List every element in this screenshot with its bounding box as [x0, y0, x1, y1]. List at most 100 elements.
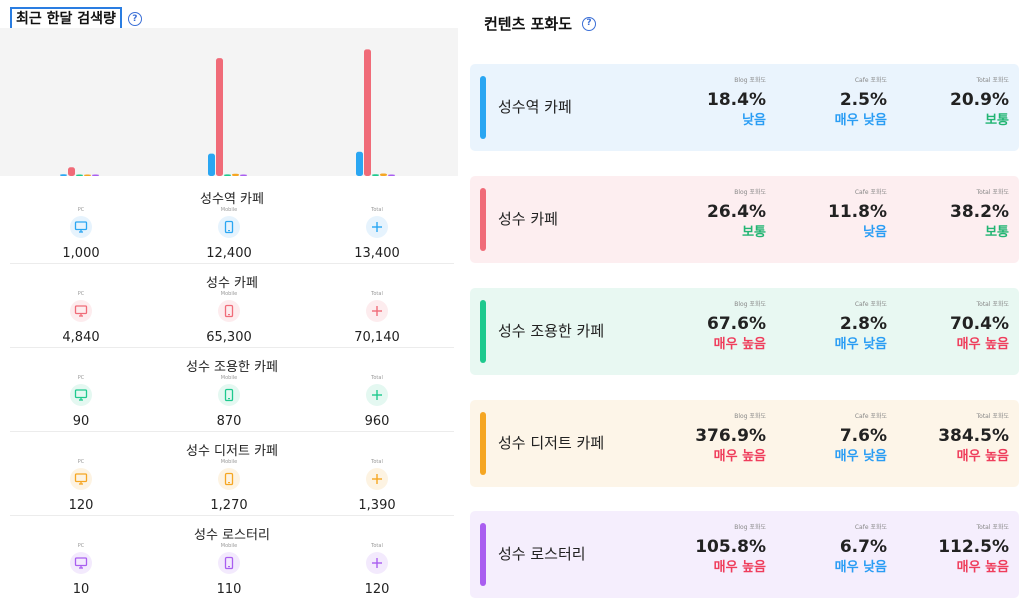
saturation-level: 매우 높음 — [956, 560, 1009, 575]
metric-label: Mobile — [220, 375, 238, 381]
keyword-name: 성수 로스터리 — [498, 545, 586, 563]
saturation-percent: 112.5% — [938, 537, 1009, 557]
monitor-icon — [70, 468, 92, 490]
metric-value: 70,140 — [354, 330, 400, 345]
saturation-level: 매우 높음 — [713, 337, 766, 352]
question-circle-icon[interactable]: ? — [127, 12, 142, 26]
metric-label: Total — [371, 375, 383, 381]
saturation-label: Blog 포화도 — [734, 77, 766, 84]
metric-label: Mobile — [220, 543, 238, 549]
metric-total: Total 13,400 — [322, 206, 432, 261]
saturation-card: 성수 디저트 카페 Blog 포화도 376.9% 매우 높음 Cafe 포화도… — [470, 400, 1019, 487]
chart-bar[interactable] — [208, 153, 215, 176]
metric-value: 13,400 — [354, 246, 400, 261]
chart-bar[interactable] — [76, 174, 83, 177]
metric-label: Mobile — [220, 207, 238, 213]
keyword-volume-item: 성수 조용한 카페 PC 90 Mobile 870 Total 960 — [10, 348, 454, 432]
saturation-level: 매우 낮음 — [834, 560, 887, 575]
keyword-name: 성수 카페 — [206, 276, 258, 291]
saturation-label: Cafe 포화도 — [854, 301, 887, 308]
chart-bar[interactable] — [380, 173, 387, 176]
saturation-percent: 26.4% — [707, 202, 766, 222]
saturation-label: Total 포화도 — [976, 413, 1009, 420]
metric-pc: PC 4,840 — [26, 290, 136, 345]
saturation-cafe: Cafe 포화도 6.7% 매우 낮음 — [767, 523, 887, 577]
saturation-cafe: Cafe 포화도 2.5% 매우 낮음 — [767, 76, 887, 130]
question-circle-icon[interactable]: ? — [582, 16, 597, 31]
keyword-volume-item: 성수 카페 PC 4,840 Mobile 65,300 Total 70,14… — [10, 264, 454, 348]
chart-bar[interactable] — [224, 174, 231, 176]
keyword-name: 성수역 카페 — [498, 98, 572, 116]
saturation-total: Total 포화도 38.2% 보통 — [889, 188, 1009, 242]
saturation-level: 매우 낮음 — [834, 337, 887, 352]
metric-total: Total 120 — [322, 542, 432, 597]
metric-pc: PC 90 — [26, 374, 136, 429]
metric-label: Total — [371, 291, 383, 297]
metric-label: Mobile — [220, 459, 238, 465]
keyword-name: 성수 로스터리 — [194, 528, 270, 543]
metric-value: 120 — [68, 498, 94, 513]
saturation-cafe: Cafe 포화도 11.8% 낮음 — [767, 188, 887, 242]
saturation-percent: 11.8% — [828, 202, 887, 222]
chart-bar[interactable] — [240, 174, 247, 177]
metric-value: 1,000 — [62, 246, 100, 261]
metric-value: 110 — [216, 582, 242, 597]
saturation-label: Blog 포화도 — [734, 524, 766, 531]
saturation-level: 낮음 — [742, 113, 766, 128]
saturation-percent: 70.4% — [950, 314, 1009, 334]
chart-bar[interactable] — [356, 151, 363, 176]
metric-value: 120 — [364, 582, 390, 597]
saturation-level: 매우 낮음 — [834, 449, 887, 464]
saturation-blog: Blog 포화도 376.9% 매우 높음 — [646, 412, 766, 466]
saturation-title: 컨텐츠 포화도 — [484, 15, 573, 33]
metric-label: Total — [371, 543, 383, 549]
saturation-cafe: Cafe 포화도 2.8% 매우 낮음 — [767, 300, 887, 354]
chart-bar[interactable] — [232, 173, 239, 176]
chart-bar[interactable] — [68, 167, 75, 176]
keyword-name: 성수 카페 — [498, 210, 558, 228]
metric-mobile: Mobile 1,270 — [174, 458, 284, 513]
metric-label: Mobile — [220, 291, 238, 297]
saturation-level: 보통 — [985, 113, 1009, 128]
metric-mobile: Mobile 65,300 — [174, 290, 284, 345]
plus-icon — [366, 300, 388, 322]
metric-value: 1,270 — [210, 498, 248, 513]
plus-icon — [366, 216, 388, 238]
saturation-percent: 7.6% — [839, 426, 887, 446]
metric-mobile: Mobile 870 — [174, 374, 284, 429]
plus-icon — [366, 552, 388, 574]
metric-value: 12,400 — [206, 246, 252, 261]
chart-bar[interactable] — [92, 174, 99, 177]
saturation-card: 성수 카페 Blog 포화도 26.4% 보통 Cafe 포화도 11.8% 낮… — [470, 176, 1019, 263]
saturation-level: 낮음 — [863, 225, 887, 240]
metric-label: Total — [371, 207, 383, 213]
chart-bar[interactable] — [84, 174, 91, 177]
saturation-percent: 2.8% — [839, 314, 887, 334]
saturation-blog: Blog 포화도 18.4% 낮음 — [646, 76, 766, 130]
monitor-icon — [70, 216, 92, 238]
smartphone-icon — [218, 384, 240, 406]
saturation-total: Total 포화도 384.5% 매우 높음 — [889, 412, 1009, 466]
keyword-volume-item: 성수 로스터리 PC 10 Mobile 110 Total 120 — [10, 516, 454, 600]
metric-pc: PC 1,000 — [26, 206, 136, 261]
smartphone-icon — [218, 552, 240, 574]
saturation-percent: 376.9% — [695, 426, 766, 446]
saturation-label: Blog 포화도 — [734, 413, 766, 420]
chart-bar[interactable] — [364, 49, 371, 176]
saturation-header: 컨텐츠 포화도 ? — [484, 13, 597, 34]
saturation-percent: 38.2% — [950, 202, 1009, 222]
chart-bar[interactable] — [60, 174, 67, 176]
monitor-icon — [70, 384, 92, 406]
saturation-label: Total 포화도 — [976, 189, 1009, 196]
monitor-icon — [70, 552, 92, 574]
chart-bar[interactable] — [216, 58, 223, 176]
metric-label: PC — [77, 291, 85, 297]
saturation-label: Cafe 포화도 — [854, 524, 887, 531]
chart-bar[interactable] — [372, 174, 379, 176]
saturation-card: 성수 조용한 카페 Blog 포화도 67.6% 매우 높음 Cafe 포화도 … — [470, 288, 1019, 375]
chart-bar[interactable] — [388, 174, 395, 177]
saturation-percent: 6.7% — [839, 537, 887, 557]
saturation-card: 성수 로스터리 Blog 포화도 105.8% 매우 높음 Cafe 포화도 6… — [470, 511, 1019, 598]
metric-total: Total 70,140 — [322, 290, 432, 345]
saturation-percent: 67.6% — [707, 314, 766, 334]
